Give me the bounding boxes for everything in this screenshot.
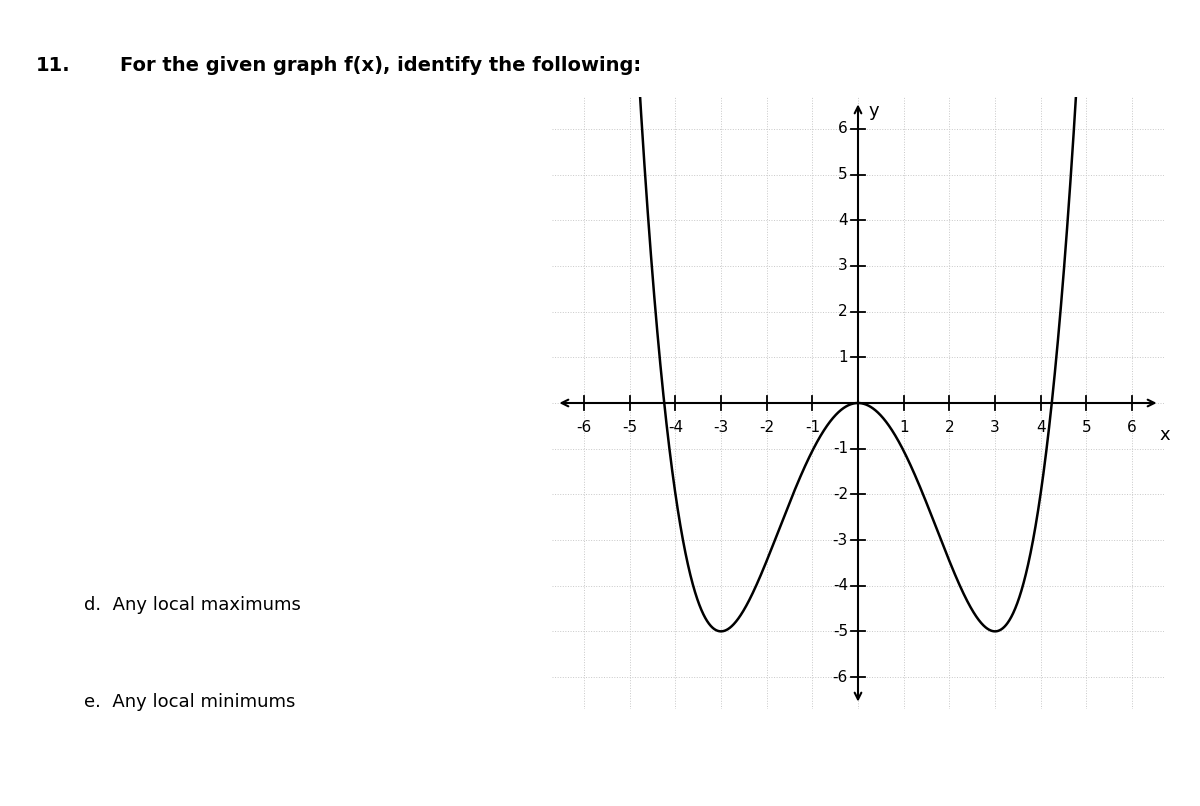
Text: -5: -5 [833,624,848,639]
Text: x: x [1159,426,1170,444]
Text: 2: 2 [944,421,954,435]
Text: For the given graph f(x), identify the following:: For the given graph f(x), identify the f… [120,56,641,76]
Text: 2: 2 [839,304,848,319]
Text: -3: -3 [713,421,728,435]
Text: e.  Any local minimums: e. Any local minimums [84,693,295,711]
Text: 1: 1 [839,350,848,365]
Text: 6: 6 [839,122,848,136]
Text: -6: -6 [576,421,592,435]
Text: 11.: 11. [36,56,71,76]
Text: 4: 4 [839,213,848,228]
Text: 5: 5 [1081,421,1091,435]
Text: -1: -1 [833,441,848,456]
Text: d.  Any local maximums: d. Any local maximums [84,596,301,614]
Text: -5: -5 [622,421,637,435]
Text: y: y [868,102,878,119]
Text: 1: 1 [899,421,908,435]
Text: -4: -4 [833,578,848,593]
Text: 5: 5 [839,167,848,182]
Text: -3: -3 [833,533,848,547]
Text: -2: -2 [833,487,848,502]
Text: 3: 3 [990,421,1000,435]
Text: -2: -2 [760,421,774,435]
Text: 3: 3 [839,259,848,273]
Text: 6: 6 [1127,421,1136,435]
Text: -4: -4 [667,421,683,435]
Text: -1: -1 [805,421,820,435]
Text: 4: 4 [1036,421,1045,435]
Text: -6: -6 [833,670,848,684]
